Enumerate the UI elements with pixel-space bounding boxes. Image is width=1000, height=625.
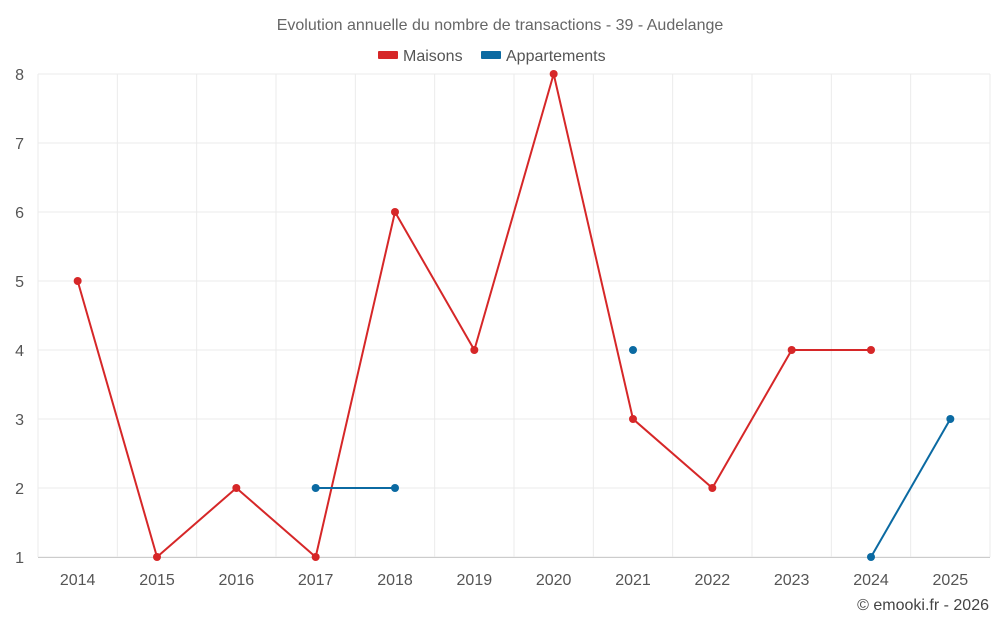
y-tick-label: 6 bbox=[15, 205, 24, 222]
x-tick-label: 2020 bbox=[536, 572, 572, 589]
data-point-appartements[interactable] bbox=[391, 484, 399, 492]
data-point-maisons[interactable] bbox=[311, 553, 320, 561]
x-tick-label: 2023 bbox=[774, 572, 810, 589]
y-tick-label: 1 bbox=[15, 550, 24, 567]
legend: Maisons Appartements bbox=[378, 48, 606, 65]
y-tick-label: 4 bbox=[15, 343, 24, 360]
legend-label-maisons: Maisons bbox=[403, 48, 463, 65]
x-tick-label: 2024 bbox=[853, 572, 889, 589]
x-axis: 2014 2015 2016 2017 2018 2019 2020 2021 2022 2023… bbox=[60, 572, 968, 589]
credit-text: © emooki.fr - 2026 bbox=[857, 597, 989, 614]
x-tick-label: 2021 bbox=[615, 572, 651, 589]
x-tick-label: 2025 bbox=[933, 572, 969, 589]
y-tick-label: 7 bbox=[15, 136, 24, 153]
grid bbox=[37, 73, 991, 558]
legend-label-appartements: Appartements bbox=[506, 48, 606, 65]
y-tick-label: 2 bbox=[15, 481, 24, 498]
data-point-maisons[interactable] bbox=[549, 70, 558, 78]
y-tick-label: 8 bbox=[15, 67, 24, 84]
data-point-maisons[interactable] bbox=[629, 415, 637, 423]
data-point-maisons[interactable] bbox=[153, 553, 161, 561]
data-point-maisons[interactable] bbox=[787, 346, 796, 354]
series-appartements bbox=[311, 346, 955, 561]
x-tick-label: 2016 bbox=[219, 572, 255, 589]
chart-title: Evolution annuelle du nombre de transact… bbox=[277, 17, 724, 34]
legend-swatch-maisons bbox=[378, 51, 398, 59]
data-point-maisons[interactable] bbox=[708, 484, 717, 492]
x-tick-label: 2018 bbox=[377, 572, 413, 589]
y-tick-label: 5 bbox=[15, 274, 24, 291]
legend-item-appartements[interactable]: Appartements bbox=[481, 48, 606, 65]
series-maisons bbox=[73, 70, 875, 561]
x-tick-label: 2019 bbox=[457, 572, 493, 589]
x-tick-label: 2015 bbox=[139, 572, 175, 589]
data-point-maisons[interactable] bbox=[73, 277, 82, 285]
legend-item-maisons[interactable]: Maisons bbox=[378, 48, 463, 65]
x-tick-label: 2022 bbox=[695, 572, 731, 589]
data-point-maisons[interactable] bbox=[867, 346, 875, 354]
series-line-appartements bbox=[870, 418, 952, 558]
data-point-appartements[interactable] bbox=[867, 553, 875, 561]
data-point-appartements[interactable] bbox=[311, 484, 320, 492]
legend-swatch-appartements bbox=[481, 51, 501, 59]
x-tick-label: 2017 bbox=[298, 572, 334, 589]
y-tick-label: 3 bbox=[15, 412, 24, 429]
data-point-maisons[interactable] bbox=[470, 346, 479, 354]
data-point-maisons[interactable] bbox=[391, 208, 399, 216]
series-layer bbox=[73, 70, 955, 561]
data-point-appartements[interactable] bbox=[946, 415, 955, 423]
x-tick-label: 2014 bbox=[60, 572, 96, 589]
data-point-appartements[interactable] bbox=[629, 346, 637, 354]
data-point-maisons[interactable] bbox=[232, 484, 241, 492]
y-axis: 1 2 3 4 5 6 7 8 bbox=[15, 67, 24, 567]
